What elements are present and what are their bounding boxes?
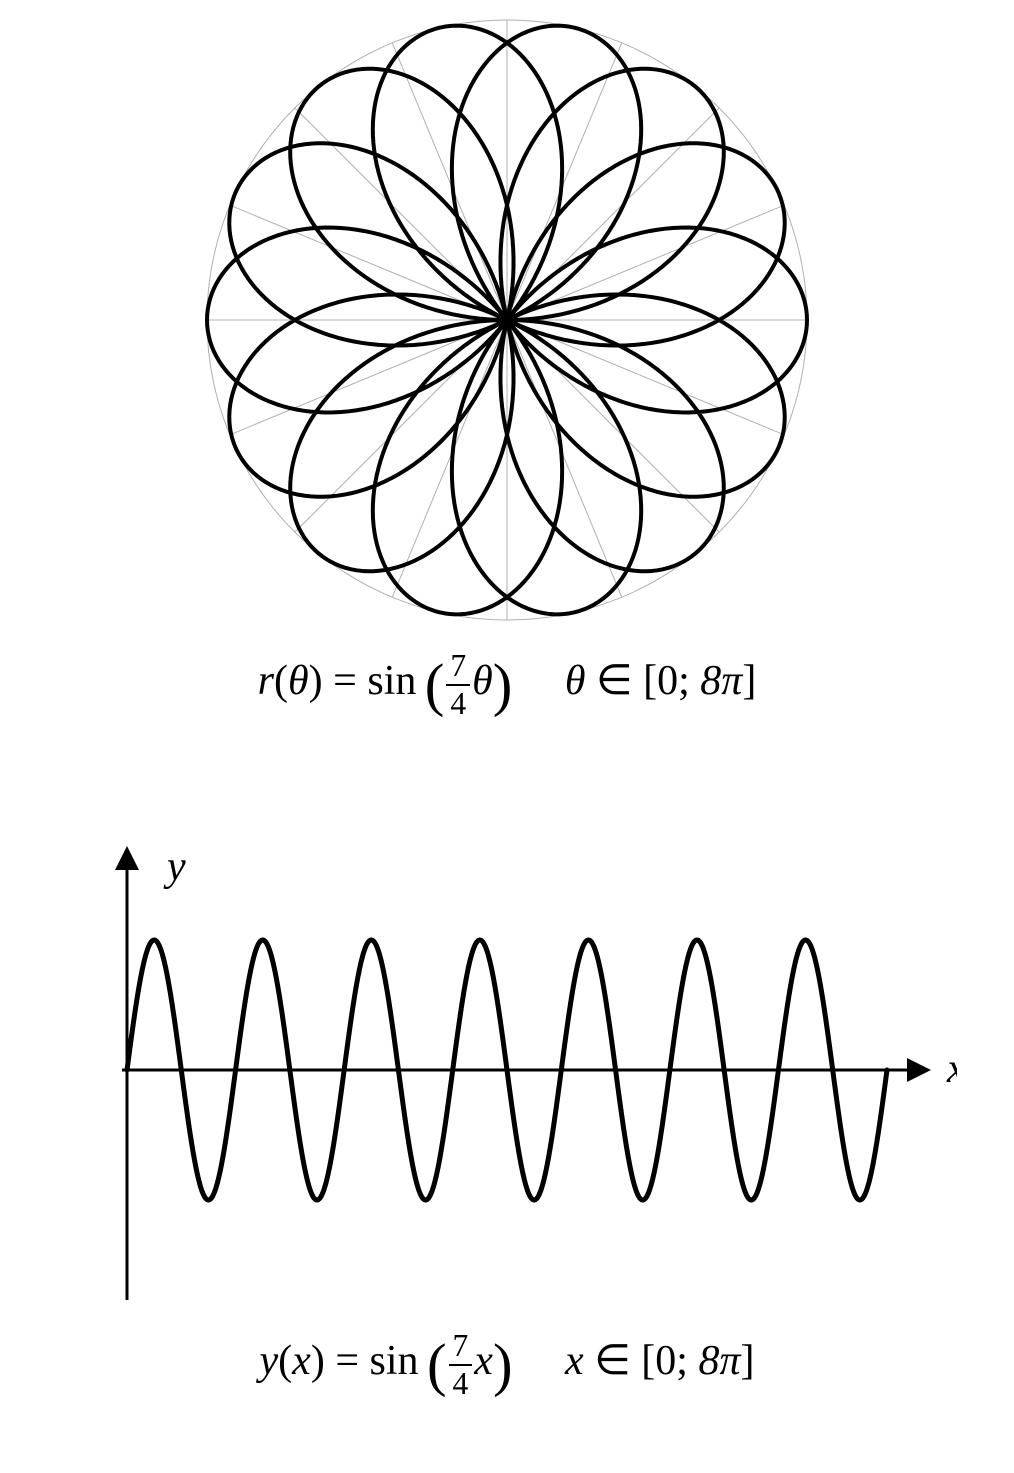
cart-eq-lhs-arg: x xyxy=(292,1338,311,1384)
cart-eq-lhs-var: y xyxy=(260,1338,279,1384)
page-root: r(θ) = sin (74θ) θ ∈ [0; 8π] yx y(x) = s… xyxy=(0,0,1014,1473)
polar-plot-svg xyxy=(187,0,827,640)
polar-eq-lhs-var: r xyxy=(258,658,274,704)
polar-eq-fn: sin xyxy=(367,658,416,704)
polar-eq-domain-var: θ xyxy=(565,658,586,704)
polar-eq-lhs-arg: θ xyxy=(288,658,309,704)
svg-text:x: x xyxy=(946,1046,957,1092)
polar-eq-domain-lo: 0 xyxy=(657,658,678,704)
cart-eq-frac-den: 4 xyxy=(449,1366,473,1400)
cart-eq-domain-lo: 0 xyxy=(655,1338,676,1384)
polar-eq-frac-den: 4 xyxy=(446,686,470,720)
cart-eq-frac-num: 7 xyxy=(449,1330,473,1366)
polar-eq-domain-hi: 8π xyxy=(700,658,742,704)
cart-eq-rhs-var: x xyxy=(474,1338,493,1384)
svg-text:y: y xyxy=(163,844,186,890)
cart-eq-domain-var: x xyxy=(565,1338,584,1384)
cartesian-plot-container: yx xyxy=(57,830,957,1310)
cart-eq-fn: sin xyxy=(370,1338,419,1384)
polar-eq-rhs-var: θ xyxy=(472,658,493,704)
cartesian-equation: y(x) = sin (74x) x ∈ [0; 8π] xyxy=(0,1330,1014,1399)
polar-plot-container xyxy=(187,0,827,640)
polar-eq-frac-num: 7 xyxy=(446,650,470,686)
cartesian-plot-svg: yx xyxy=(57,830,957,1310)
polar-equation: r(θ) = sin (74θ) θ ∈ [0; 8π] xyxy=(0,650,1014,719)
cart-eq-domain-hi: 8π xyxy=(698,1338,740,1384)
